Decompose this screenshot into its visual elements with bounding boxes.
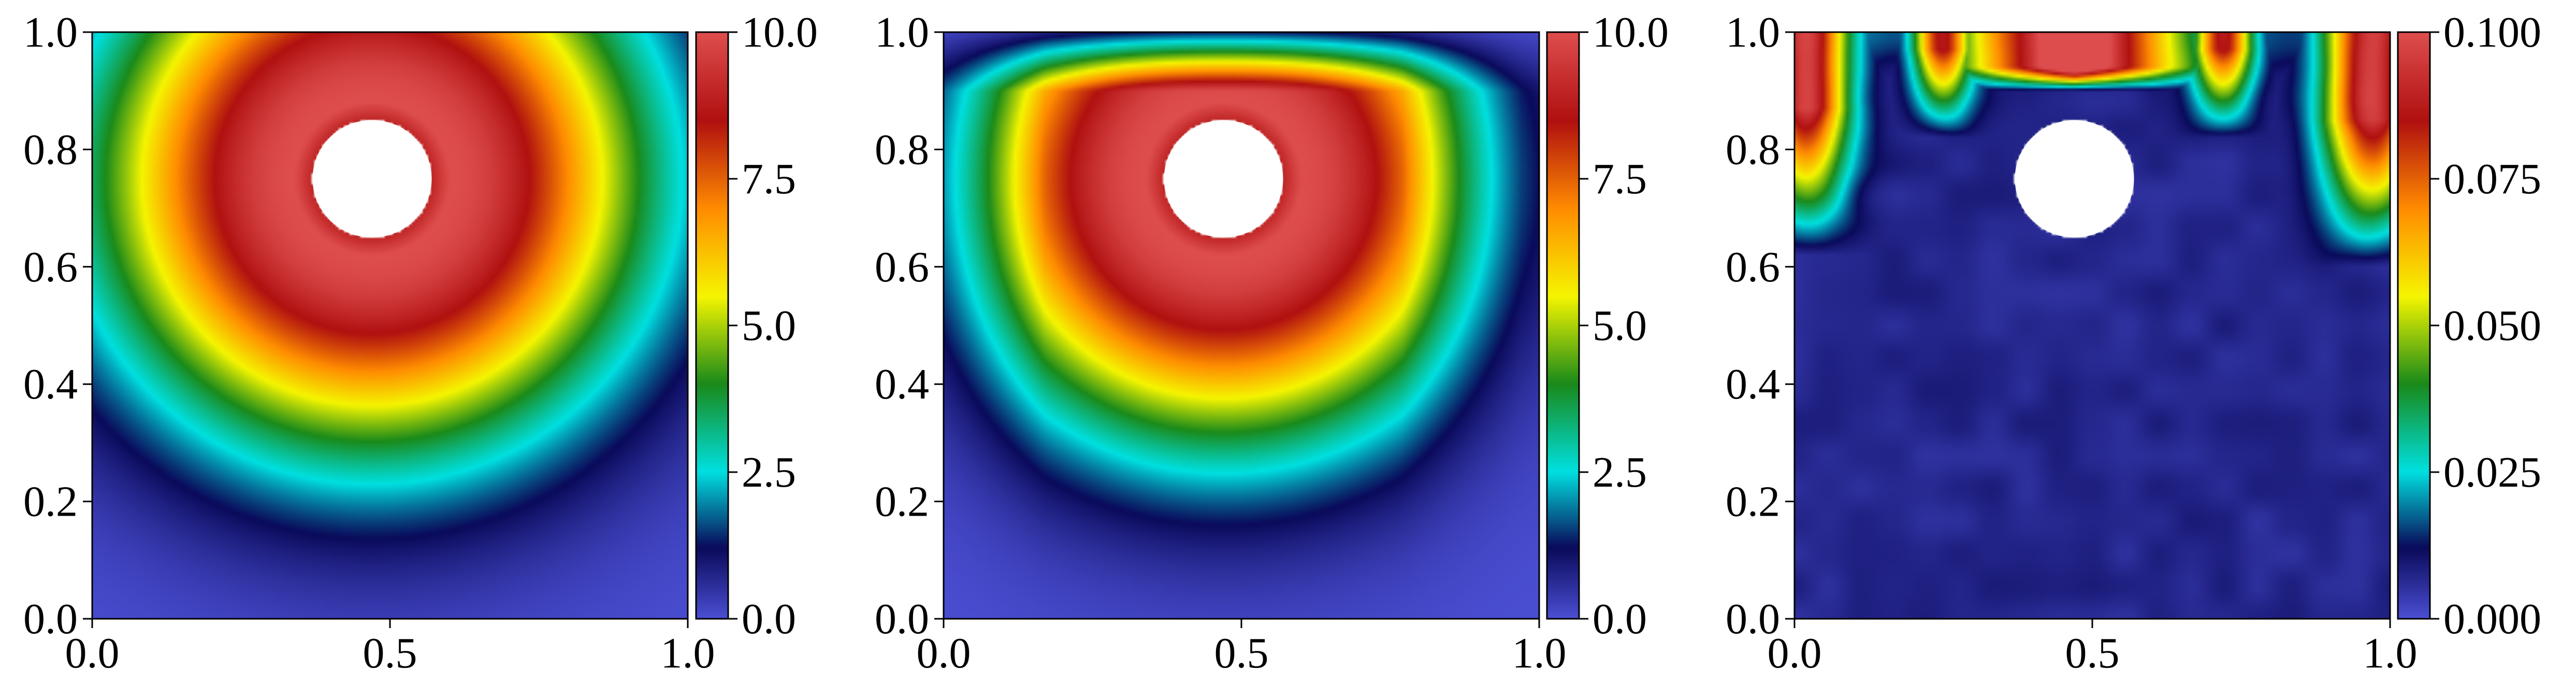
x-tick-label: 0.5 xyxy=(2065,629,2120,677)
colorbar-tick-label: 10.0 xyxy=(1593,8,1669,56)
y-tick-label: 1.0 xyxy=(875,8,929,56)
y-tick-label: 0.8 xyxy=(23,125,78,174)
colorbar-tick-label: 7.5 xyxy=(742,155,796,203)
colorbar-tick-label: 0.025 xyxy=(2443,448,2541,496)
colorbar-tick-label: 0.0 xyxy=(742,595,796,643)
colorbar-tick-label: 0.0 xyxy=(1593,595,1647,643)
heatmap-middle xyxy=(944,32,1539,619)
colorbar-tick-label: 7.5 xyxy=(1593,155,1647,203)
obstacle-hole xyxy=(1164,120,1283,238)
colorbar-tick-label: 5.0 xyxy=(1593,302,1647,350)
colorbar-gradient xyxy=(1547,32,1579,619)
x-tick-label: 0.0 xyxy=(65,629,120,677)
y-tick-label: 0.0 xyxy=(875,595,929,643)
colorbar-tick-label: 0.000 xyxy=(2443,595,2541,643)
x-tick-label: 0.0 xyxy=(1768,629,1822,677)
y-tick-label: 0.8 xyxy=(1726,125,1780,174)
x-tick-label: 1.0 xyxy=(1512,629,1567,677)
colorbar-tick-label: 10.0 xyxy=(742,8,818,56)
x-tick-label: 1.0 xyxy=(661,629,715,677)
colorbar-middle: 0.0 2.5 5.0 7.5 10.0 xyxy=(1546,8,1669,643)
colorbar-tick-label: 5.0 xyxy=(742,302,796,350)
x-tick-label: 0.5 xyxy=(363,629,417,677)
colorbar-right: 0.000 0.025 0.050 0.075 0.100 xyxy=(2397,8,2541,643)
colorbar-tick-label: 0.100 xyxy=(2443,8,2541,56)
y-tick-label: 0.6 xyxy=(1726,243,1780,291)
panel-right: 0.0 0.5 1.00.00.20.40.60.81.00.0000.0250.0… xyxy=(1726,8,2541,677)
y-tick-label: 0.2 xyxy=(1726,478,1780,526)
obstacle-hole xyxy=(2015,120,2134,238)
y-tick-label: 0.4 xyxy=(23,360,78,408)
heatmap-right xyxy=(1794,32,2390,619)
heatmap-left xyxy=(92,32,688,619)
y-tick-label: 0.4 xyxy=(1726,360,1780,408)
y-tick-label: 0.2 xyxy=(875,478,929,526)
y-tick-label: 0.2 xyxy=(23,478,78,526)
panel-left: 0.0 0.5 1.0 0.0 0.2 0.4 0.6 0.8 1.0 0.0 2.5 5.0 7.5 1… xyxy=(23,8,818,677)
colorbar-left: 0.0 2.5 5.0 7.5 10.0 xyxy=(695,8,818,643)
obstacle-hole xyxy=(312,120,432,238)
colorbar-tick-label: 0.075 xyxy=(2443,155,2541,203)
y-tick-label: 1.0 xyxy=(23,8,78,56)
panel-middle: 0.0 0.5 1.0 0.0 0.2 0.4 0.6 0.8 1.0 0.0 2.5 5.0 7.5 1… xyxy=(875,8,1669,677)
y-tick-label: 0.0 xyxy=(23,595,78,643)
y-tick-label: 0.8 xyxy=(875,125,929,174)
y-tick-label: 0.6 xyxy=(875,243,929,291)
y-tick-label: 0.4 xyxy=(875,360,929,408)
x-tick-label: 1.0 xyxy=(2363,629,2418,677)
x-tick-label: 0.5 xyxy=(1214,629,1269,677)
colorbar-tick-label: 2.5 xyxy=(742,448,796,496)
colorbar-tick-label: 2.5 xyxy=(1593,448,1647,496)
y-tick-label: 1.0 xyxy=(1726,8,1780,56)
colorbar-gradient xyxy=(696,32,728,619)
y-tick-label: 0.0 xyxy=(1726,595,1780,643)
colorbar-tick-label: 0.050 xyxy=(2443,302,2541,350)
x-tick-label: 0.0 xyxy=(917,629,971,677)
y-tick-label: 0.6 xyxy=(23,243,78,291)
colorbar-gradient xyxy=(2398,32,2430,619)
